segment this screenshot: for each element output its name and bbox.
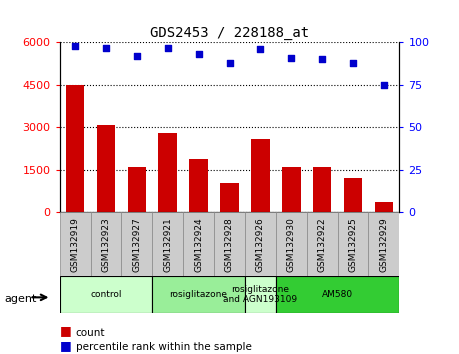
Point <box>195 52 202 57</box>
Text: GSM132919: GSM132919 <box>71 217 79 272</box>
Point <box>288 55 295 61</box>
Bar <box>152 276 245 313</box>
Text: GSM132929: GSM132929 <box>380 217 388 272</box>
Bar <box>220 183 239 212</box>
Bar <box>282 167 301 212</box>
Text: rosiglitazone
and AGN193109: rosiglitazone and AGN193109 <box>224 285 297 304</box>
Bar <box>276 276 399 313</box>
Text: GSM132924: GSM132924 <box>194 217 203 272</box>
Bar <box>66 85 84 212</box>
Bar <box>97 125 115 212</box>
Text: GSM132928: GSM132928 <box>225 217 234 272</box>
Text: percentile rank within the sample: percentile rank within the sample <box>76 342 252 352</box>
Bar <box>128 167 146 212</box>
Bar <box>190 159 208 212</box>
Bar <box>245 276 276 313</box>
Point <box>349 60 357 66</box>
Point <box>257 46 264 52</box>
Bar <box>337 212 369 276</box>
Text: agent: agent <box>5 294 37 304</box>
Text: ■: ■ <box>60 325 72 337</box>
Point <box>380 82 387 88</box>
Point <box>319 57 326 62</box>
Text: GSM132927: GSM132927 <box>132 217 141 272</box>
Text: count: count <box>76 328 105 338</box>
Bar <box>60 212 90 276</box>
Text: GSM132921: GSM132921 <box>163 217 172 272</box>
Point <box>164 45 171 50</box>
Bar <box>122 212 152 276</box>
Bar <box>251 139 269 212</box>
Text: control: control <box>90 290 122 299</box>
Bar <box>152 212 183 276</box>
Title: GDS2453 / 228188_at: GDS2453 / 228188_at <box>150 26 309 40</box>
Text: GSM132922: GSM132922 <box>318 217 327 272</box>
Bar <box>183 212 214 276</box>
Text: ■: ■ <box>60 339 72 352</box>
Bar <box>60 276 152 313</box>
Bar <box>375 202 393 212</box>
Bar <box>313 167 331 212</box>
Point <box>72 43 79 49</box>
Bar <box>158 133 177 212</box>
Point <box>102 45 110 50</box>
Bar <box>276 212 307 276</box>
Bar <box>214 212 245 276</box>
Text: GSM132930: GSM132930 <box>287 217 296 272</box>
Bar <box>369 212 399 276</box>
Bar <box>90 212 122 276</box>
Text: GSM132926: GSM132926 <box>256 217 265 272</box>
Text: GSM132925: GSM132925 <box>348 217 358 272</box>
Point <box>133 53 140 59</box>
Text: AM580: AM580 <box>322 290 353 299</box>
Bar <box>344 178 362 212</box>
Point <box>226 60 233 66</box>
Bar <box>307 212 337 276</box>
Bar <box>245 212 276 276</box>
Text: GSM132923: GSM132923 <box>101 217 111 272</box>
Text: rosiglitazone: rosiglitazone <box>170 290 228 299</box>
